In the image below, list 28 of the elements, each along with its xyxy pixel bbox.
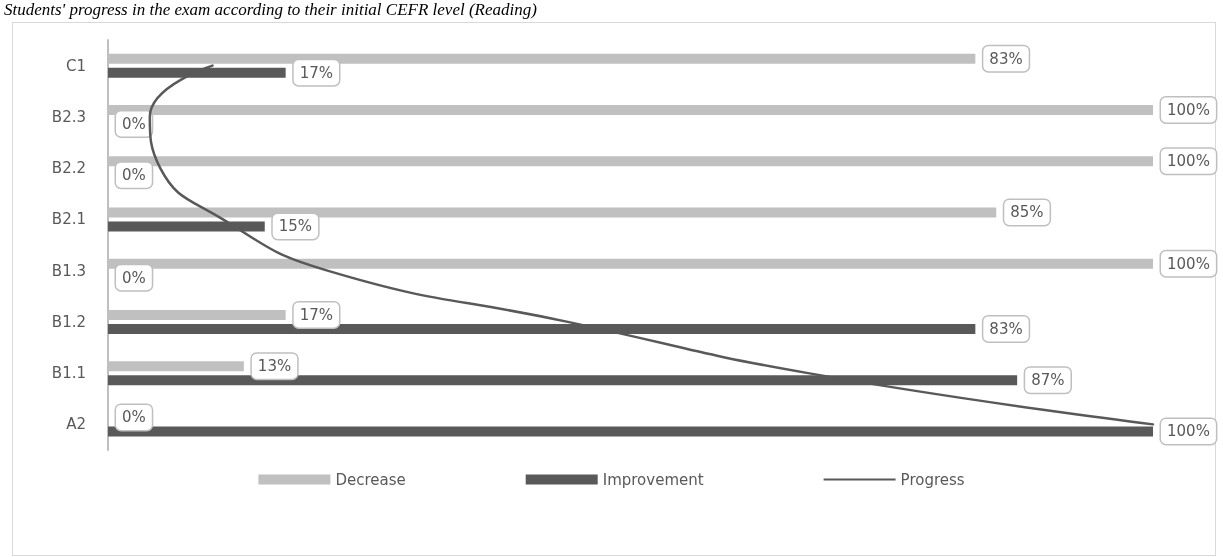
data-label: 100% <box>1167 100 1210 119</box>
data-label: 17% <box>299 63 333 82</box>
data-label: 17% <box>299 305 333 324</box>
data-label: 100% <box>1167 152 1210 171</box>
legend-label: Decrease <box>335 470 406 489</box>
data-label: 87% <box>1031 371 1065 390</box>
data-label: 15% <box>278 217 313 236</box>
legend-label: Improvement <box>602 470 704 489</box>
data-label: 13% <box>257 357 292 376</box>
data-label: 100% <box>1167 422 1210 441</box>
y-tick-label: B1.1 <box>51 364 86 383</box>
data-label: 0% <box>122 268 146 287</box>
data-label: 83% <box>989 319 1023 338</box>
y-tick-label: B2.2 <box>51 159 86 178</box>
data-label: 85% <box>1010 203 1044 222</box>
data-label: 0% <box>122 114 146 133</box>
data-label: 0% <box>122 166 146 185</box>
data-label: 83% <box>989 49 1023 68</box>
legend-label: Progress <box>900 470 965 489</box>
chart-title: Students' progress in the exam according to their initial CEFR level (Reading) <box>4 0 537 20</box>
data-label: 0% <box>122 408 146 427</box>
y-tick-label: C1 <box>65 56 86 75</box>
y-tick-label: B1.2 <box>51 312 86 331</box>
y-tick-label: A2 <box>66 415 86 434</box>
y-tick-label: B2.3 <box>51 107 86 126</box>
data-label: 100% <box>1167 254 1210 273</box>
y-tick-label: B2.1 <box>51 210 86 229</box>
y-tick-label: B1.3 <box>51 261 86 280</box>
